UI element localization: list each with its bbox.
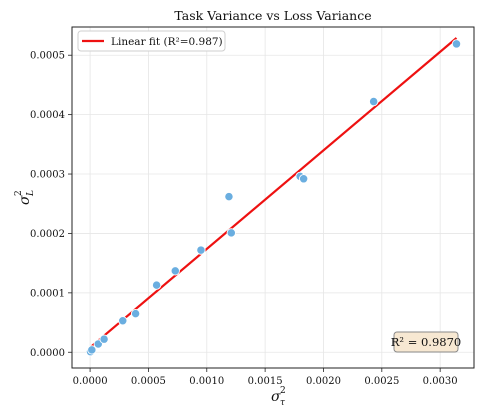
data-point [298,174,309,184]
annotation-box [393,331,459,353]
x-tick-label: 0.0010 [189,376,224,387]
y-tick-label: 0.0004 [30,110,65,121]
x-axis-label: σ 2 τ [271,386,286,408]
y-tick-label: 0.0001 [30,288,65,299]
x-axis-ticks: 0.0000 0.0005 0.0010 0.0015 0.0020 0.0025 0.00… [73,368,458,387]
linear-fit-line [89,37,458,349]
plot-area-frame [71,26,475,369]
data-point [170,266,180,276]
y-axis-label: σ 2 L [14,190,36,205]
data-point [224,191,234,202]
svg-text:L: L [26,190,36,197]
svg-text:τ: τ [280,398,286,408]
x-tick-label: 0.0005 [131,376,166,387]
svg-text:2: 2 [14,190,24,196]
y-tick-label: 0.0003 [30,170,65,181]
annotation-text: R² = 0.9870 [391,335,461,349]
svg-text:2: 2 [280,386,286,396]
data-point [151,280,162,290]
data-point [368,96,379,107]
legend-label: Linear fit (R²=0.987) [111,36,223,48]
legend: Linear fit (R²=0.987) [77,30,226,52]
fit-line-layer [89,37,458,349]
x-tick-label: 0.0030 [423,376,458,387]
x-tick-label: 0.0000 [73,376,108,387]
data-point [87,345,97,355]
x-tick-label: 0.0015 [248,376,283,387]
y-tick-label: 0.0005 [30,51,65,62]
svg-text:σ: σ [17,195,33,205]
data-point [226,228,236,238]
data-points [85,39,462,357]
x-tick-label: 0.0020 [306,376,341,387]
data-point [130,308,141,319]
legend-box [77,30,226,52]
x-tick-label: 0.0025 [364,376,399,387]
data-point [99,334,109,344]
y-tick-label: 0.0002 [30,229,65,240]
r-squared-annotation: R² = 0.9870 [391,331,461,353]
data-point [196,245,206,255]
grid [72,27,474,368]
y-tick-label: 0.0000 [30,348,65,359]
data-point [451,39,462,49]
data-point [118,316,128,326]
svg-text:σ: σ [271,389,281,405]
y-axis-ticks: 0.0000 0.0001 0.0002 0.0003 0.0004 0.0005 [30,51,72,359]
chart-title: Task Variance vs Loss Variance [174,8,371,23]
